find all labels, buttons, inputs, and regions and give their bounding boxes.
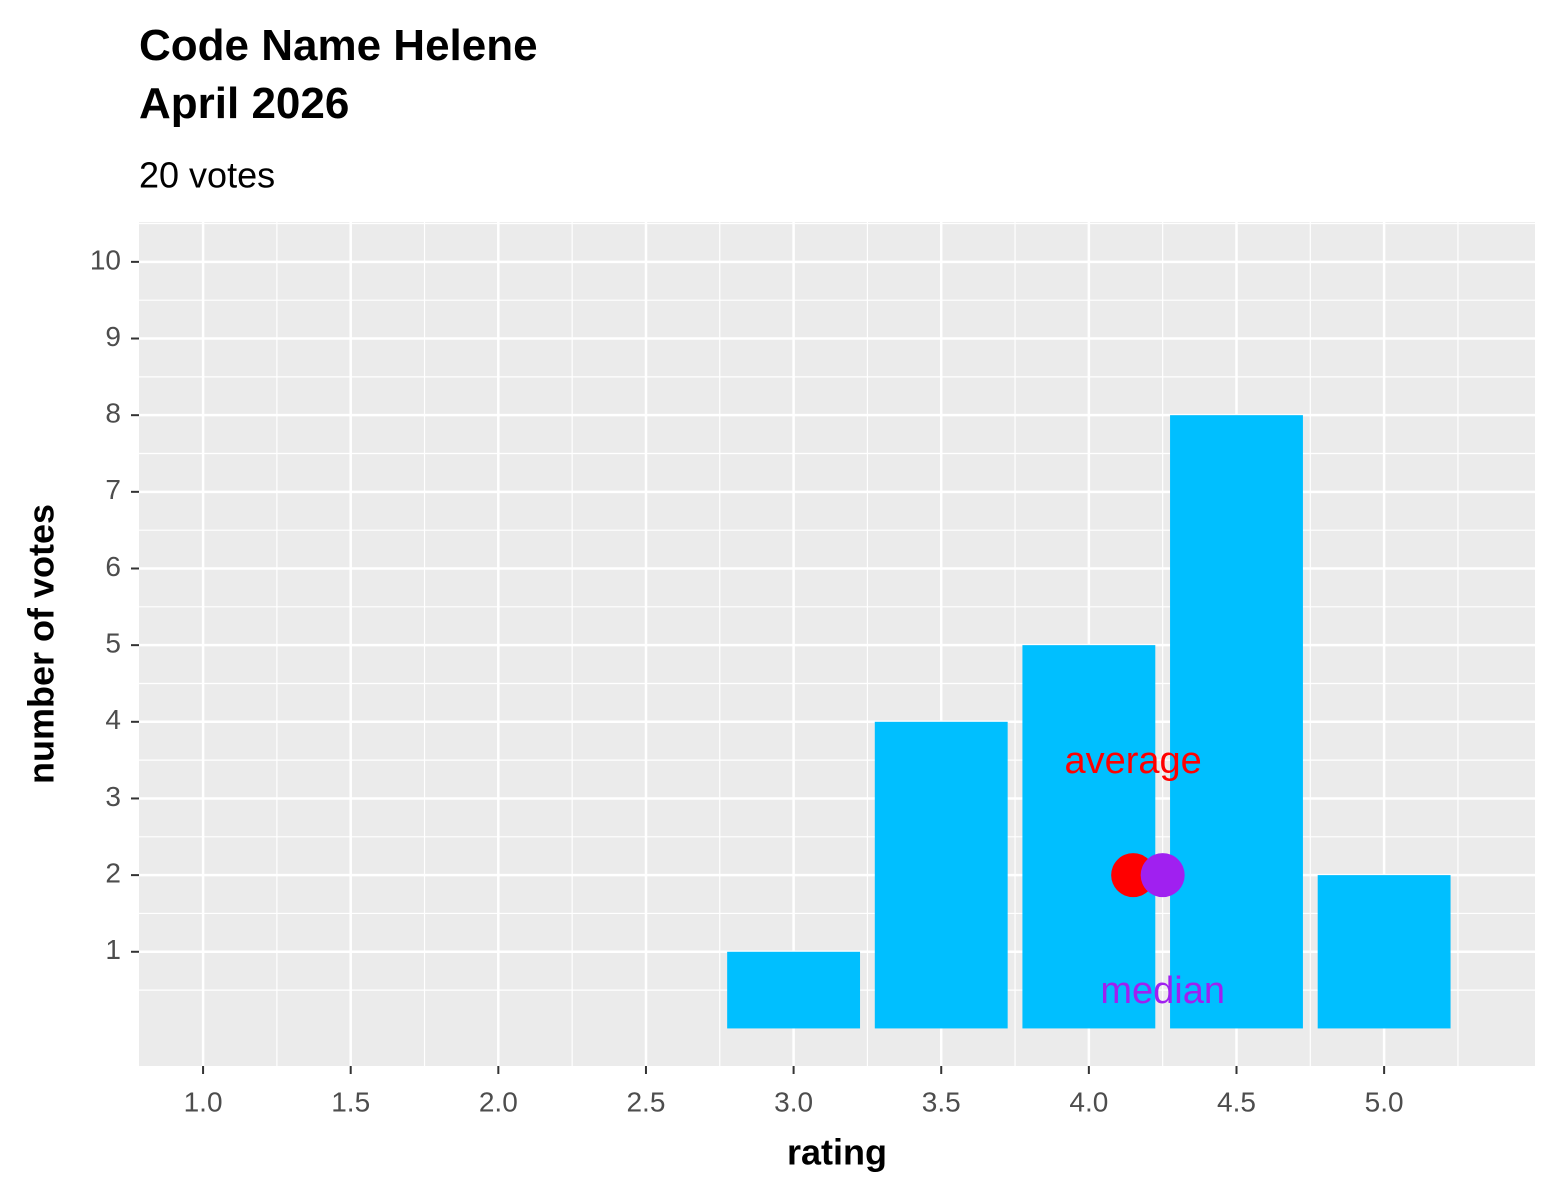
chart-title: Code Name Helene April 2026 (139, 21, 538, 128)
y-tick-label: 2 (105, 858, 121, 889)
y-tick-label: 3 (105, 781, 121, 812)
y-tick-label: 9 (105, 321, 121, 352)
x-tick-label: 3.0 (774, 1086, 813, 1117)
summary-point (1140, 853, 1185, 898)
y-axis-title: number of votes (21, 504, 62, 784)
y-tick-label: 7 (105, 474, 121, 505)
bar (1317, 875, 1451, 1029)
x-axis-title: rating (787, 1132, 887, 1173)
bar (727, 951, 861, 1029)
chart-subtitle: 20 votes (139, 155, 275, 196)
bar (1170, 415, 1303, 1029)
point-label: median (1100, 970, 1225, 1012)
y-tick-label: 4 (105, 704, 121, 735)
y-tick-label: 6 (105, 551, 121, 582)
x-tick-label: 4.5 (1217, 1086, 1256, 1117)
x-tick-label: 2.0 (479, 1086, 518, 1117)
y-tick-label: 8 (105, 398, 121, 429)
x-tick-label: 4.0 (1069, 1086, 1108, 1117)
y-tick-label: 5 (105, 628, 121, 659)
bar (874, 721, 1008, 1029)
x-tick-label: 1.0 (184, 1086, 223, 1117)
x-tick-label: 5.0 (1365, 1086, 1404, 1117)
y-tick-label: 1 (105, 934, 121, 965)
x-tick-label: 1.5 (331, 1086, 370, 1117)
point-label: average (1064, 740, 1201, 782)
bar (1022, 645, 1156, 1029)
y-tick-label: 10 (90, 244, 121, 275)
x-tick-label: 2.5 (626, 1086, 665, 1117)
x-tick-label: 3.5 (922, 1086, 961, 1117)
